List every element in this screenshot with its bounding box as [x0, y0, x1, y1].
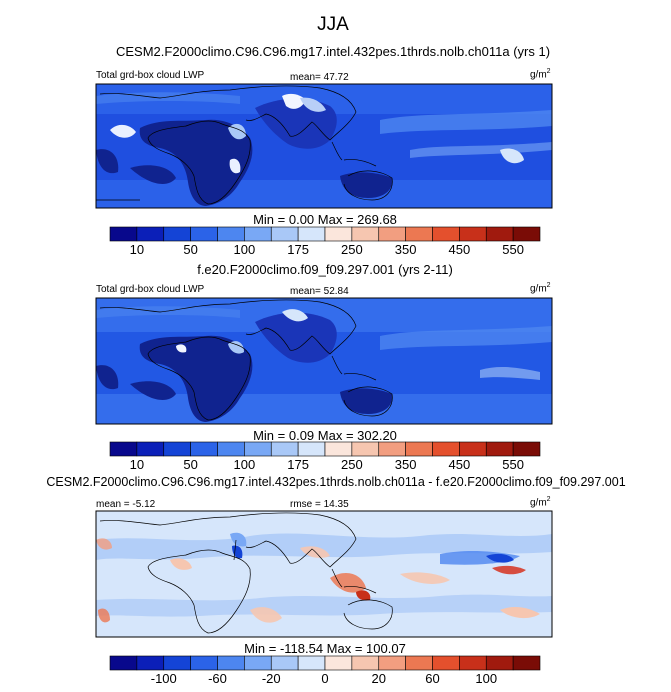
panel1-variable-label: Total grd-box cloud LWP [96, 70, 205, 81]
colorbar-box [405, 226, 433, 242]
colorbar-box [297, 226, 326, 242]
panel2-title: f.e20.F2000climo.f09_f09.297.001 (yrs 2-… [197, 262, 453, 277]
colorbar-box [109, 441, 138, 457]
colorbar-box [405, 441, 433, 457]
panel3-rmse: rmse = 14.35 [290, 499, 349, 510]
panel2-variable-label: Total grd-box cloud LWP [96, 284, 205, 295]
colorbar-box [244, 655, 272, 671]
colorbar-tick-label: 50 [183, 242, 198, 257]
colorbar-tick-label: 10 [129, 242, 145, 257]
panel3-map [96, 511, 552, 637]
colorbar-box [109, 226, 138, 242]
colorbar-box [270, 655, 299, 671]
colorbar-box [512, 655, 541, 671]
colorbar-tick-label: 250 [341, 242, 363, 257]
colorbar-box [270, 441, 299, 457]
panel1-title: CESM2.F2000climo.C96.C96.mg17.intel.432p… [115, 44, 551, 59]
colorbar-tick-label: 550 [502, 242, 524, 257]
colorbar-box [217, 226, 245, 242]
colorbar-box [244, 226, 272, 242]
colorbar-box [163, 226, 191, 242]
panel3-mean: mean = -5.12 [96, 499, 156, 510]
colorbar-box [163, 441, 191, 457]
colorbar-tick-label: 550 [502, 457, 524, 472]
colorbar-box [432, 441, 460, 457]
colorbar-box [459, 226, 487, 242]
panel1-map [96, 84, 552, 208]
colorbar-tick-label: 450 [448, 457, 471, 472]
colorbar-tick-label: -100 [150, 671, 177, 686]
colorbar-tick-label: 60 [425, 671, 440, 686]
panel2-units: g/m2 [530, 282, 551, 295]
colorbar-tick-label: 20 [371, 671, 386, 686]
colorbar-box [432, 655, 460, 671]
colorbar-box [190, 655, 218, 671]
colorbar-box [324, 441, 353, 457]
colorbar-box [485, 226, 514, 242]
colorbar-box [324, 655, 353, 671]
colorbar-box [405, 655, 433, 671]
colorbar-box [136, 655, 165, 671]
colorbar-tick-label: 250 [341, 457, 363, 472]
colorbar-box [136, 441, 165, 457]
colorbar-box [351, 655, 380, 671]
colorbar-tick-label: 350 [394, 457, 417, 472]
colorbar-tick-label: 100 [475, 671, 498, 686]
colorbar-box [512, 441, 541, 457]
colorbar-box [244, 441, 272, 457]
panel3-min-max: Min = -118.54 Max = 100.07 [244, 641, 406, 656]
colorbar-tick-label: -20 [261, 671, 281, 686]
colorbar-box [459, 441, 487, 457]
colorbar-box [163, 655, 191, 671]
season-title: JJA [317, 14, 349, 35]
colorbar-tick-label: 350 [394, 242, 417, 257]
panel3-colorbar [109, 655, 541, 671]
panel2-min-max: Min = 0.09 Max = 302.20 [253, 428, 397, 443]
colorbar-tick-label: 0 [321, 671, 329, 686]
panel2-frame [95, 297, 553, 425]
panel2-map [96, 298, 552, 424]
colorbar-box [297, 655, 326, 671]
colorbar-box [459, 655, 487, 671]
colorbar-box [512, 226, 541, 242]
colorbar-tick-label: 10 [129, 457, 145, 472]
colorbar-tick-label: 50 [183, 457, 198, 472]
colorbar-box [217, 655, 245, 671]
colorbar-box [324, 226, 353, 242]
colorbar-box [351, 226, 380, 242]
colorbar-box [432, 226, 460, 242]
colorbar-tick-label: 175 [287, 242, 309, 257]
colorbar-box [378, 441, 406, 457]
panel2-colorbar [109, 441, 541, 457]
panel1-units: g/m2 [530, 68, 551, 81]
colorbar-box [378, 226, 406, 242]
panel1-colorbar [109, 226, 541, 242]
colorbar-box [485, 655, 514, 671]
panel1-frame [95, 83, 553, 209]
colorbar-tick-label: 450 [448, 242, 471, 257]
colorbar-box [190, 441, 218, 457]
panel1-mean: mean= 47.72 [290, 72, 349, 83]
colorbar-box [297, 441, 326, 457]
colorbar-tick-label: -60 [208, 671, 227, 686]
colorbar-box [109, 655, 138, 671]
panel1-min-max: Min = 0.00 Max = 269.68 [253, 212, 397, 227]
panel3-units: g/m2 [530, 496, 551, 509]
panel3-frame [95, 510, 553, 638]
colorbar-tick-label: 100 [233, 457, 256, 472]
colorbar-box [217, 441, 245, 457]
colorbar-box [351, 441, 380, 457]
colorbar-box [136, 226, 165, 242]
colorbar-tick-label: 100 [233, 242, 256, 257]
colorbar-tick-label: 175 [287, 457, 309, 472]
colorbar-box [270, 226, 299, 242]
colorbar-box [378, 655, 406, 671]
panel2-mean: mean= 52.84 [290, 286, 349, 297]
colorbar-box [485, 441, 514, 457]
panel3-title: CESM2.F2000climo.C96.C96.mg17.intel.432p… [46, 475, 626, 489]
colorbar-box [190, 226, 218, 242]
